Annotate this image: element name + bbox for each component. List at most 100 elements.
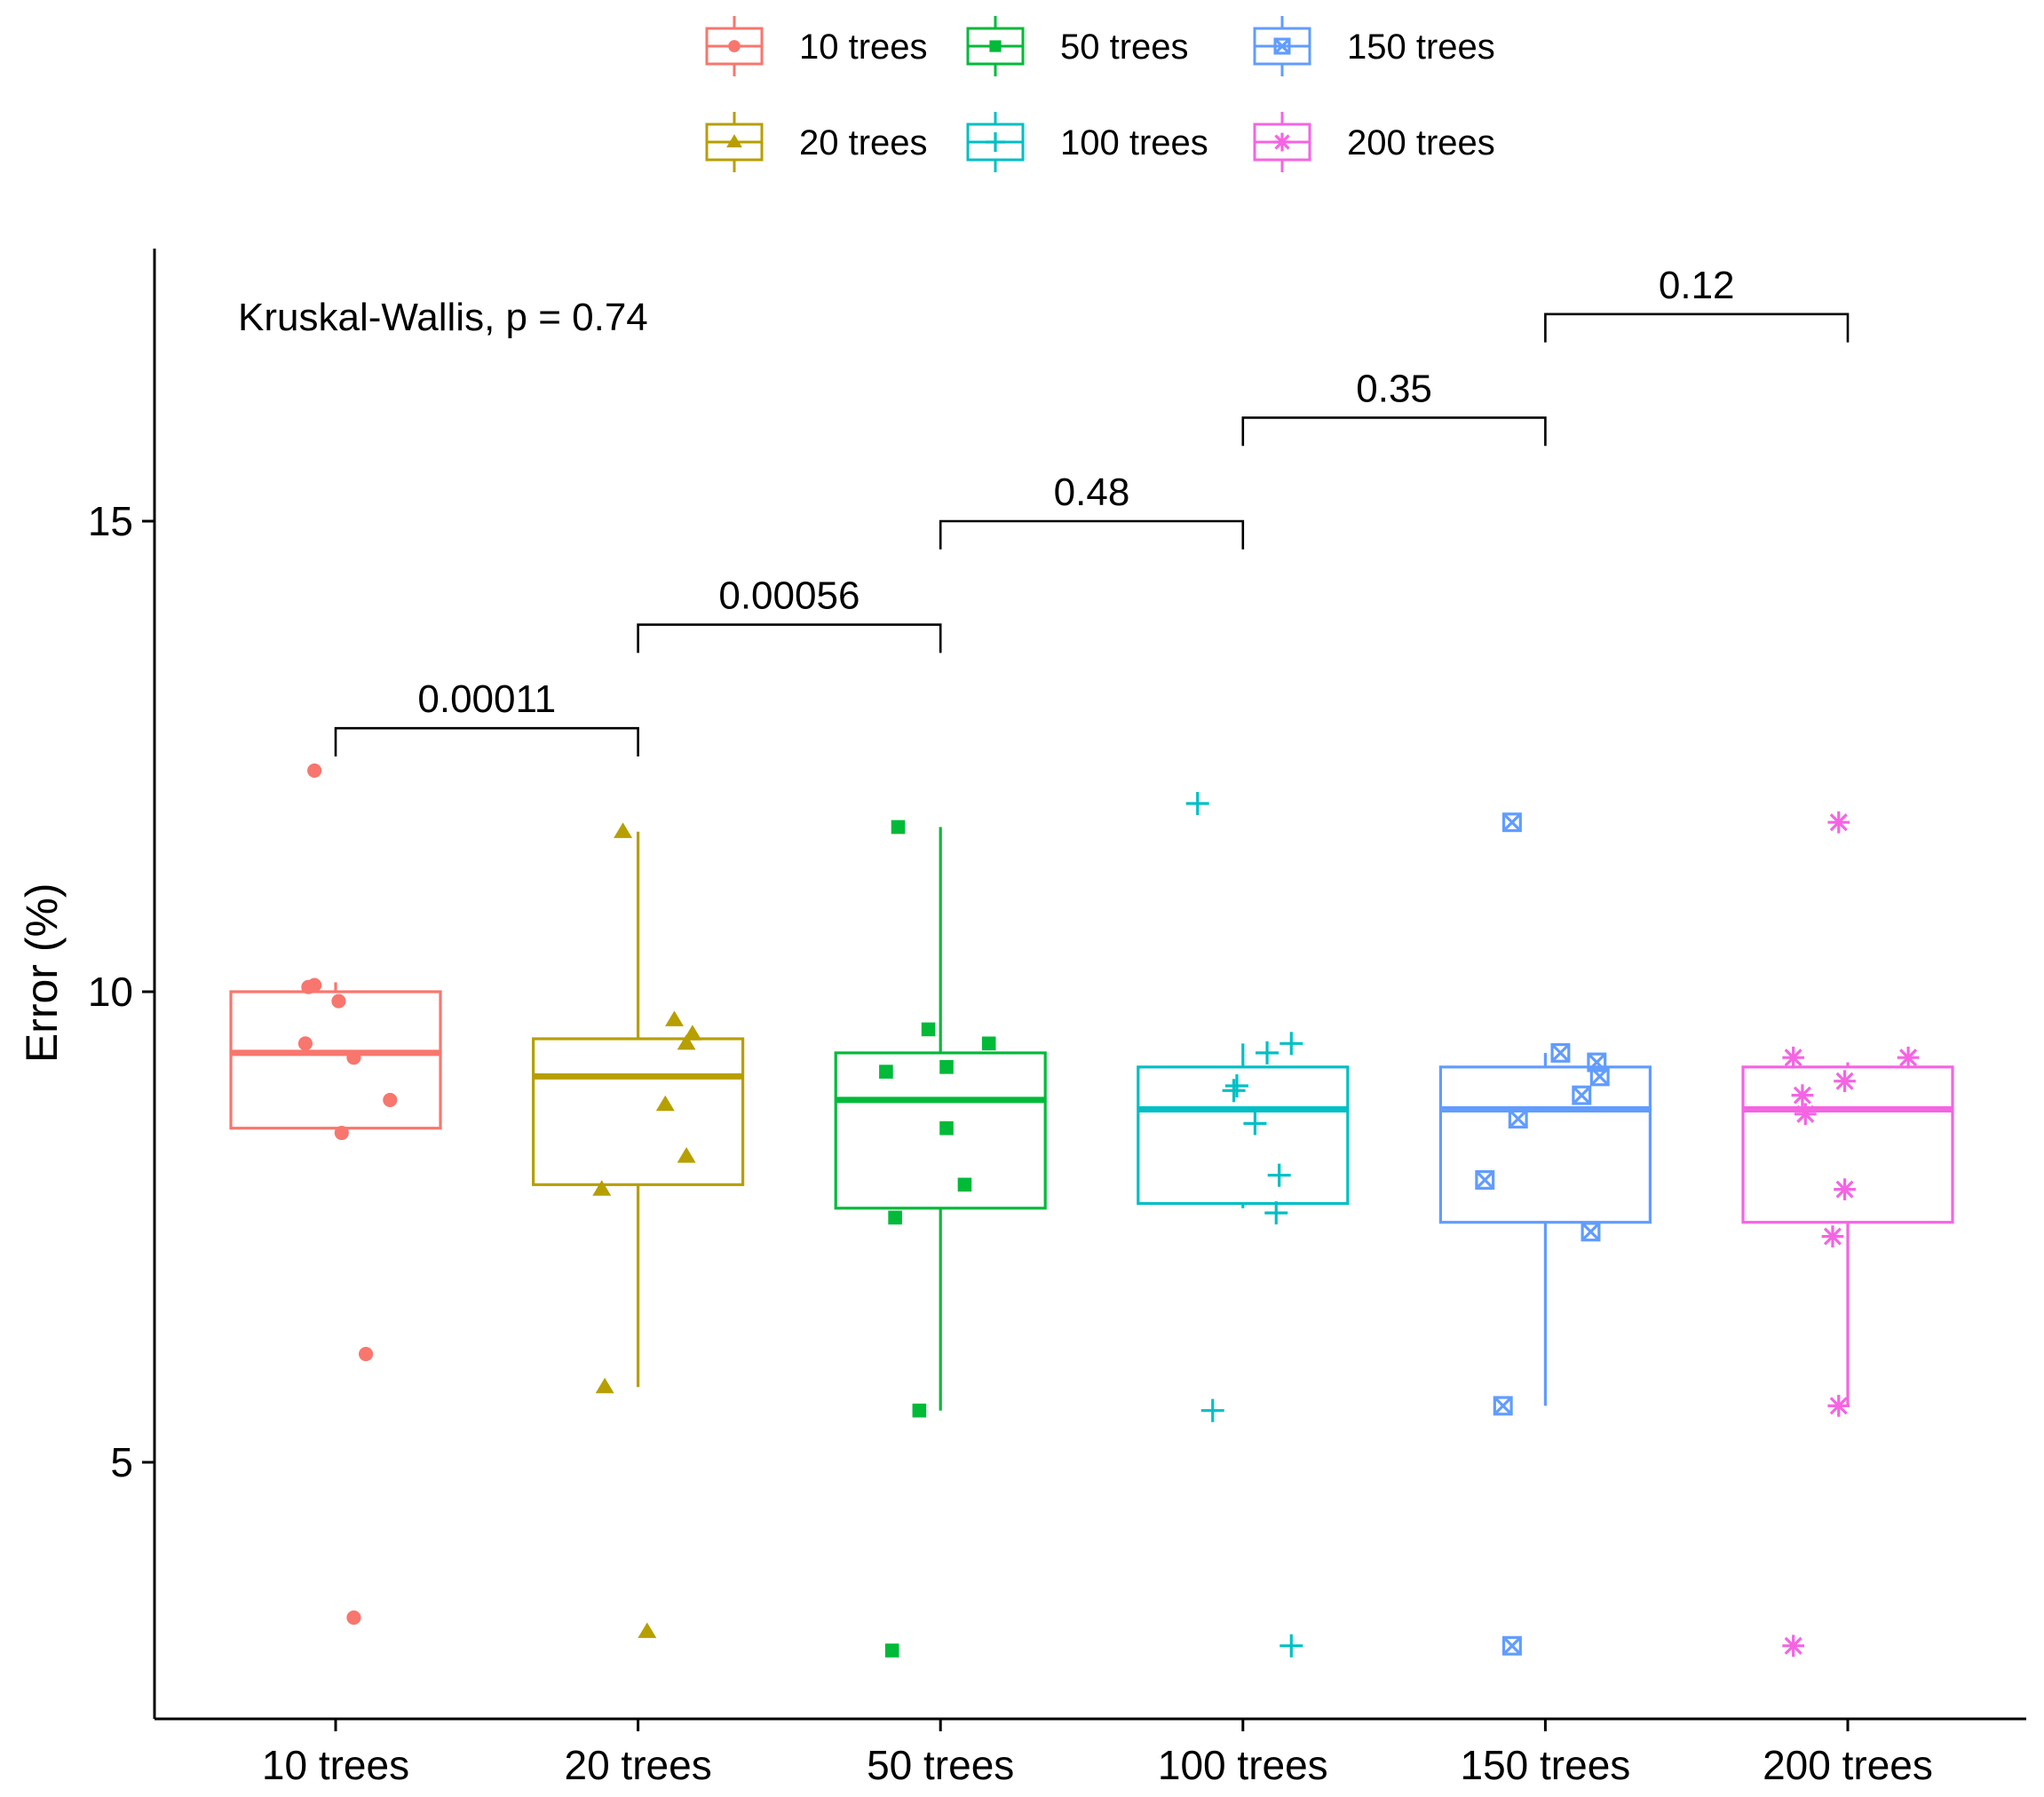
data-point (1589, 1066, 1610, 1087)
legend-key-marker (1273, 37, 1291, 55)
y-axis-title: Error (%) (17, 883, 67, 1063)
box-iqr (1438, 1065, 1652, 1224)
data-point (1827, 811, 1850, 834)
legend-item-200-trees: 200 trees (1253, 112, 1495, 172)
legend-key-marker (1272, 132, 1292, 152)
box-iqr (531, 1037, 745, 1186)
legend-key-marker (726, 134, 742, 148)
p-value-label: 0.35 (1356, 367, 1432, 410)
comparison-bracket: 0.35 (1241, 367, 1547, 447)
data-point (1243, 1112, 1267, 1136)
y-tick-label: 15 (88, 498, 133, 544)
data-point (1782, 1635, 1805, 1658)
legend-key-marker (989, 40, 1002, 52)
data-point (1279, 1032, 1303, 1056)
comparison-bracket: 0.12 (1544, 264, 1850, 343)
legend-key-marker (728, 40, 741, 52)
data-point (1279, 1634, 1303, 1658)
data-point (683, 1025, 702, 1041)
legend-label: 100 trees (1060, 123, 1208, 162)
box-100-trees (1137, 1043, 1350, 1208)
data-point (939, 1120, 954, 1136)
data-point (981, 1036, 996, 1051)
x-tick-label: 20 trees (564, 1742, 711, 1788)
box-iqr (229, 990, 442, 1130)
legend-label: 150 trees (1347, 28, 1495, 67)
comparison-bracket: 0.00056 (637, 574, 942, 653)
p-value-label: 0.00056 (718, 574, 860, 618)
box-200-trees (1741, 1062, 1954, 1406)
y-tick-label: 5 (110, 1439, 133, 1485)
legend: 10 trees 50 trees 150 trees 20 trees 100 tre… (705, 16, 1495, 172)
legend-label: 200 trees (1347, 123, 1495, 162)
data-point (1224, 1074, 1248, 1097)
axes: 5 10 15 10 trees 20 trees 50 trees 100 trees 15… (88, 249, 2026, 1788)
data-point (884, 1643, 899, 1658)
data-point (346, 1610, 361, 1625)
x-tick-label: 150 trees (1461, 1742, 1631, 1788)
box-150-trees (1438, 1052, 1652, 1406)
boxes (229, 827, 1954, 1411)
data-point (912, 1403, 927, 1418)
legend-key-marker (986, 132, 1005, 152)
p-value-label: 0.48 (1054, 471, 1130, 514)
data-point (939, 1060, 954, 1074)
legend-item-20-trees: 20 trees (705, 112, 928, 172)
data-point (921, 1022, 936, 1037)
box-20-trees (531, 831, 745, 1388)
data-points (297, 763, 1920, 1658)
data-point (1581, 1222, 1601, 1242)
data-point (655, 1095, 675, 1112)
data-point (307, 763, 322, 778)
data-point (383, 1092, 398, 1107)
x-tick-label: 200 trees (1763, 1742, 1933, 1788)
p-value-label: 0.12 (1659, 264, 1735, 307)
legend-label: 20 trees (799, 123, 928, 162)
data-point (1501, 812, 1522, 833)
pairwise-comparisons: 0.00011 0.00056 0.48 0.35 0.12 (334, 264, 1850, 756)
data-point (1834, 1178, 1856, 1200)
x-tick-label: 100 trees (1158, 1742, 1328, 1788)
data-point (957, 1177, 972, 1192)
data-point (1794, 1103, 1817, 1126)
legend-item-150-trees: 150 trees (1253, 16, 1495, 76)
data-point (1185, 792, 1209, 815)
data-point (297, 1036, 313, 1051)
x-tick-label: 50 trees (867, 1742, 1014, 1788)
data-point (1791, 1084, 1814, 1106)
data-point (595, 1377, 614, 1394)
data-point (307, 978, 322, 993)
data-point (1550, 1042, 1571, 1063)
y-tick-label: 10 (88, 969, 133, 1015)
data-point (359, 1347, 374, 1362)
p-value-label: 0.00011 (417, 677, 556, 721)
data-point (1508, 1109, 1528, 1129)
x-tick-label: 10 trees (262, 1742, 409, 1788)
data-point (1267, 1163, 1291, 1187)
plot-area: Kruskal-Wallis, p = 0.74 0.000110.000560… (88, 249, 2026, 1788)
legend-item-100-trees: 100 trees (966, 112, 1208, 172)
data-point (334, 1125, 349, 1141)
legend-item-10-trees: 10 trees (705, 16, 928, 76)
data-point (1264, 1201, 1288, 1225)
data-point (1200, 1398, 1224, 1422)
data-point (1256, 1041, 1279, 1065)
data-point (888, 1210, 902, 1225)
data-point (1782, 1046, 1805, 1069)
data-point (1475, 1170, 1495, 1190)
data-point (1222, 1079, 1246, 1103)
data-point (331, 993, 346, 1009)
kruskal-wallis-annotation: Kruskal-Wallis, p = 0.74 (238, 296, 648, 339)
data-point (1493, 1396, 1513, 1416)
data-point (1821, 1225, 1844, 1247)
box-10-trees (229, 982, 442, 1130)
legend-label: 10 trees (799, 28, 928, 67)
data-point (677, 1033, 696, 1050)
data-point (592, 1180, 612, 1196)
box-iqr (1741, 1065, 1954, 1224)
data-point (1834, 1070, 1856, 1093)
data-point (677, 1147, 696, 1163)
data-point (1827, 1395, 1850, 1417)
data-point (614, 822, 633, 838)
data-point (879, 1065, 893, 1079)
